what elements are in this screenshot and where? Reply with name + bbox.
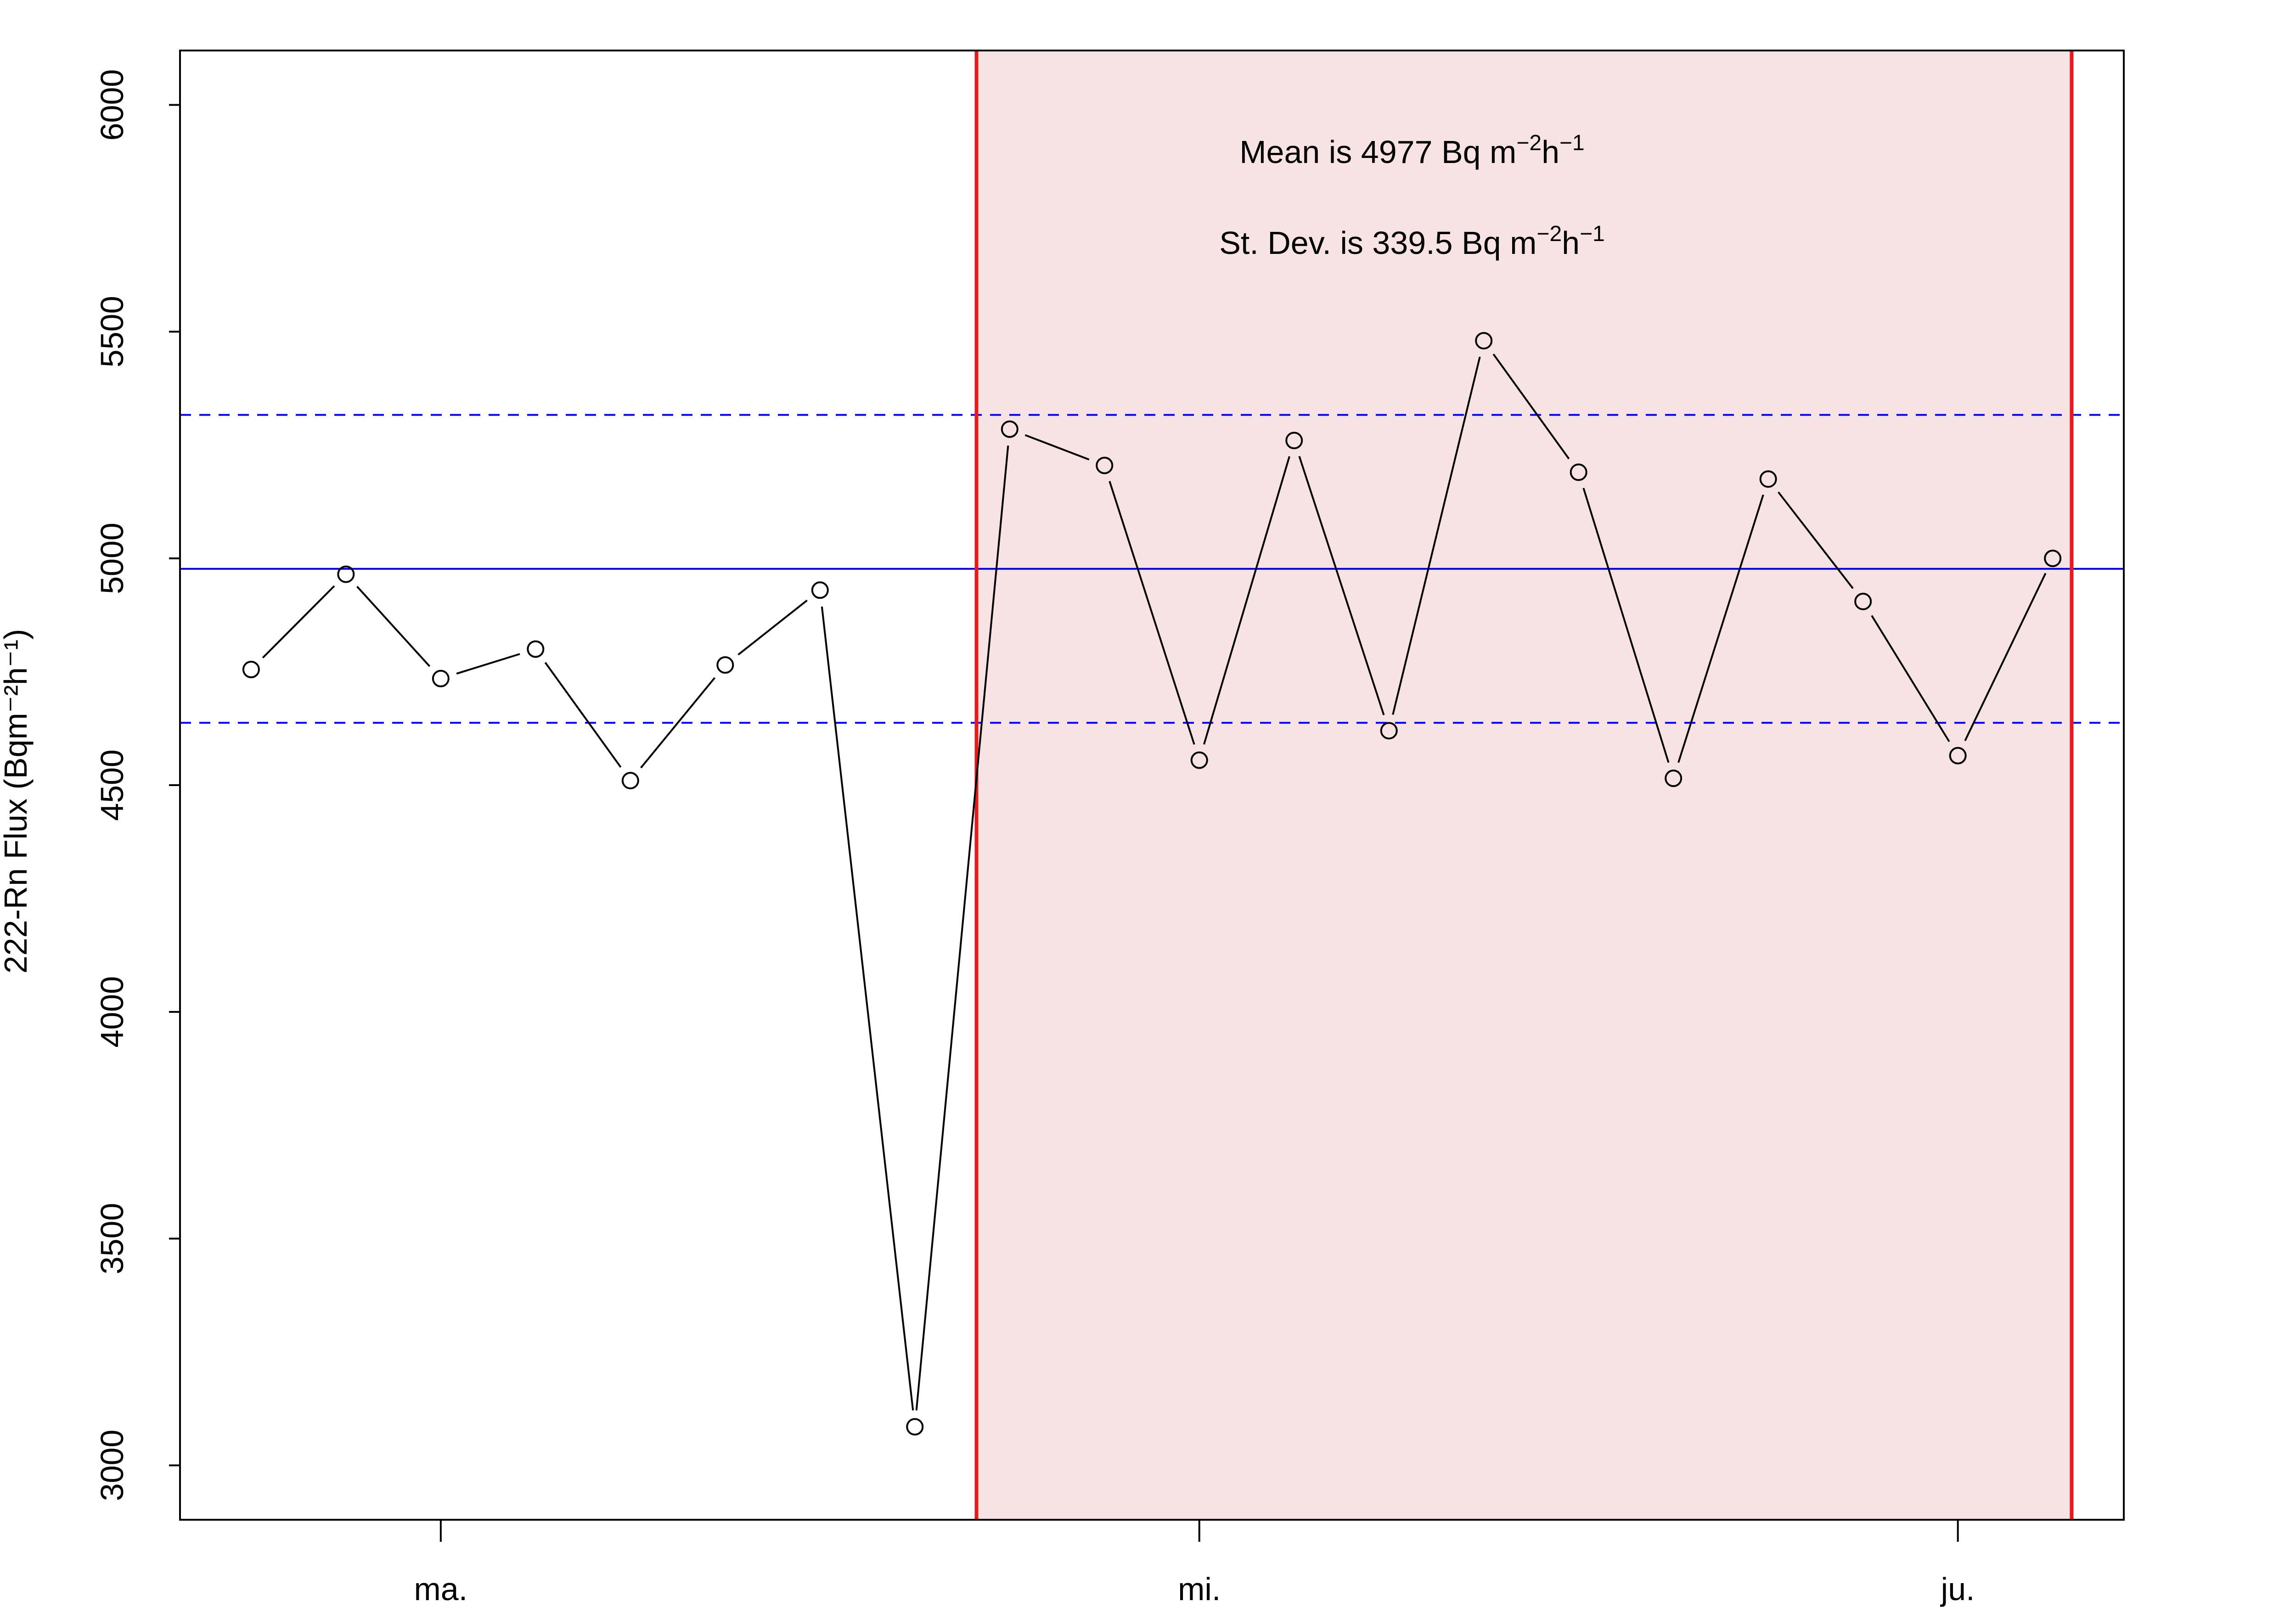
- series-segment: [737, 600, 808, 656]
- series-points: [242, 332, 2062, 1436]
- series-segment: [1024, 434, 1090, 461]
- series-segment: [915, 445, 1009, 1410]
- series-segment: [640, 677, 716, 769]
- y-tick-label: 5500: [94, 296, 130, 367]
- series-segment: [1964, 573, 2047, 742]
- series-segment: [1203, 456, 1290, 745]
- y-tick-label: 6000: [94, 69, 130, 141]
- y-tick-label: 3000: [94, 1430, 130, 1501]
- data-point: [1759, 470, 1777, 488]
- x-tick-label: ju.: [1940, 1571, 1975, 1607]
- data-point: [1001, 420, 1019, 438]
- y-tick-label: 4500: [94, 749, 130, 821]
- data-point: [1475, 332, 1493, 350]
- data-point: [906, 1418, 924, 1436]
- x-tick-label: ma.: [414, 1571, 467, 1607]
- data-point: [1285, 432, 1303, 450]
- y-tick-label: 5000: [94, 523, 130, 594]
- y-tick-label: 3500: [94, 1203, 130, 1275]
- mean-annotation: Mean is 4977 Bq m−2h−1: [1239, 131, 1585, 170]
- data-point: [337, 565, 355, 583]
- series-segment: [356, 586, 431, 667]
- data-point: [527, 640, 545, 658]
- x-tick-label: mi.: [1178, 1571, 1221, 1607]
- data-point: [1380, 722, 1398, 740]
- data-point: [432, 669, 450, 687]
- data-point: [1854, 593, 1872, 610]
- series-segment: [1778, 491, 1854, 589]
- x-axis: ma. mi. ju.: [414, 1520, 1975, 1607]
- series-segment: [456, 653, 520, 675]
- y-axis: 3000 3500 4000 4500 5000 5500 6000: [94, 69, 180, 1501]
- data-point: [1949, 747, 1967, 764]
- series-segment: [1871, 615, 1950, 742]
- series-segments: [262, 354, 2047, 1410]
- highlight-region: [976, 51, 2072, 1520]
- data-point: [1665, 770, 1683, 787]
- data-point: [716, 656, 734, 674]
- y-tick-label: 4000: [94, 976, 130, 1048]
- series-segment: [1492, 354, 1570, 460]
- data-point: [2044, 550, 2062, 568]
- data-point: [811, 581, 829, 599]
- series-segment: [1109, 481, 1195, 745]
- data-point: [1190, 751, 1208, 769]
- data-point: [621, 772, 639, 790]
- series-segment: [1582, 488, 1670, 763]
- series-segment: [262, 585, 335, 659]
- series-segment: [544, 662, 622, 768]
- series-segment: [821, 606, 914, 1410]
- data-point: [242, 661, 260, 679]
- data-point: [1096, 456, 1114, 474]
- series-segment: [1298, 455, 1385, 715]
- y-axis-title: 222-Rn Flux (Bqm⁻²h⁻¹): [0, 629, 34, 974]
- series-segment: [1392, 356, 1481, 715]
- sd-annotation: St. Dev. is 339.5 Bq m−2h−1: [1219, 222, 1605, 261]
- series-segment: [1677, 494, 1764, 763]
- data-point: [1570, 463, 1587, 481]
